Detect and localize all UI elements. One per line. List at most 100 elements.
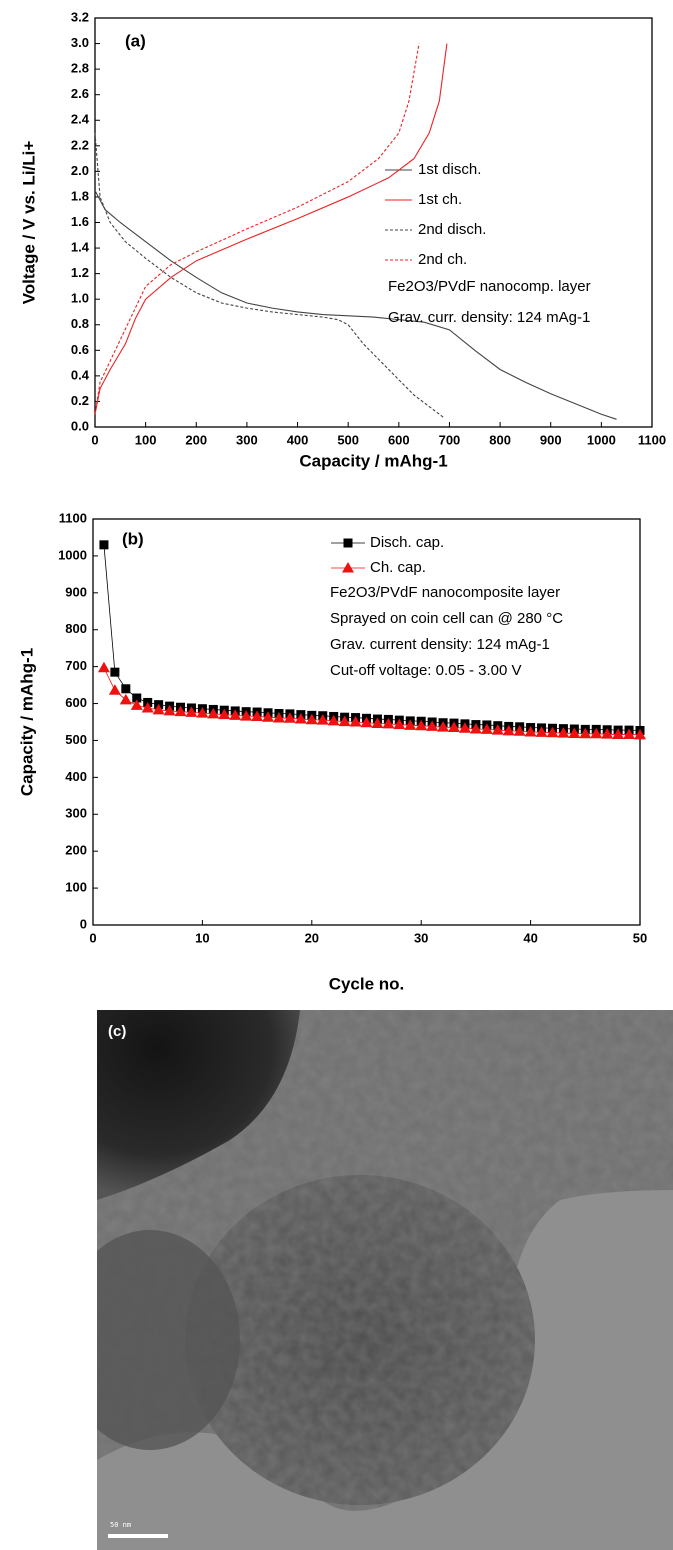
- point: [360, 716, 373, 728]
- x-tick-label: 10: [195, 930, 209, 945]
- point: [283, 712, 296, 723]
- point: [524, 725, 537, 737]
- point: [207, 707, 220, 719]
- y-tick-label: 300: [65, 806, 87, 821]
- point: [480, 723, 493, 734]
- x-tick-label: 1100: [638, 432, 666, 447]
- point: [437, 721, 450, 732]
- tem-image: [97, 1010, 673, 1550]
- point: [612, 728, 625, 740]
- y-axis-title: Voltage / V vs. Li/Li+: [19, 141, 38, 305]
- x-axis-title: Capacity / mAhg-1: [299, 451, 447, 470]
- point: [327, 714, 340, 726]
- point: [272, 711, 285, 723]
- legend-label: 1st disch.: [418, 161, 481, 178]
- legend-label: 2nd disch.: [418, 221, 486, 238]
- point: [294, 713, 307, 724]
- y-tick-label: 1.6: [71, 214, 89, 229]
- point: [393, 718, 406, 730]
- legend-label: 1st ch.: [418, 191, 462, 208]
- y-tick-label: 200: [65, 843, 87, 858]
- x-tick-label: 40: [523, 930, 537, 945]
- point: [108, 684, 121, 695]
- point: [229, 709, 242, 720]
- point: [469, 723, 482, 734]
- point: [634, 728, 646, 740]
- y-tick-label: 1.8: [71, 188, 89, 203]
- point: [305, 713, 318, 725]
- point: [513, 725, 526, 736]
- y-tick-label: 0: [80, 916, 87, 931]
- point: [491, 724, 504, 735]
- point: [448, 721, 461, 733]
- x-tick-label: 20: [305, 930, 319, 945]
- y-tick-label: 400: [65, 769, 87, 784]
- x-tick-label: 30: [414, 930, 428, 945]
- plot-frame: [94, 17, 653, 428]
- point: [338, 715, 351, 727]
- point: [185, 706, 198, 717]
- y-tick-label: 1.2: [71, 265, 89, 280]
- point: [579, 727, 592, 739]
- y-tick-label: 2.4: [71, 112, 90, 127]
- point: [601, 728, 614, 739]
- point: [426, 720, 439, 731]
- point: [262, 711, 275, 722]
- point: [119, 693, 132, 705]
- point: [163, 704, 176, 716]
- curve: [94, 190, 617, 420]
- point: [382, 717, 395, 729]
- x-tick-label: 50: [633, 930, 647, 945]
- y-axis-title: Capacity / mAhg-1: [17, 648, 36, 796]
- point: [568, 727, 581, 738]
- point: [458, 722, 471, 733]
- y-tick-label: 2.6: [71, 86, 89, 101]
- point: [240, 710, 253, 721]
- curve: [94, 43, 420, 415]
- x-tick-label: 0: [91, 432, 98, 447]
- x-tick-label: 300: [236, 432, 258, 447]
- point: [97, 661, 110, 673]
- x-axis-title: Cycle no.: [329, 974, 405, 993]
- y-tick-label: 0.6: [71, 342, 89, 357]
- plot-frame: [92, 518, 641, 926]
- annotation: Grav. current density: 124 mAg-1: [330, 636, 550, 653]
- y-tick-label: 1.4: [71, 240, 90, 255]
- y-tick-label: 100: [65, 880, 87, 895]
- x-tick-label: 100: [135, 432, 157, 447]
- y-tick-label: 1100: [59, 510, 87, 525]
- annotation: Fe2O3/PVdF nanocomposite layer: [330, 584, 560, 601]
- legend-marker: [343, 538, 353, 548]
- curve: [94, 132, 445, 419]
- x-tick-label: 700: [439, 432, 461, 447]
- y-tick-label: 2.2: [71, 137, 89, 152]
- point: [371, 717, 384, 728]
- curve: [94, 43, 448, 415]
- x-tick-label: 500: [337, 432, 359, 447]
- point: [316, 714, 329, 725]
- scale-bar: [108, 1534, 168, 1538]
- panel-label: (b): [122, 529, 144, 548]
- point: [415, 719, 428, 731]
- point: [623, 728, 636, 740]
- legend-marker: [342, 562, 354, 573]
- legend-label: 2nd ch.: [418, 251, 467, 268]
- annotation: Sprayed on coin cell can @ 280 °C: [330, 610, 563, 627]
- point: [502, 724, 515, 736]
- point: [141, 701, 154, 713]
- image-label: (c): [108, 1023, 126, 1040]
- x-tick-label: 0: [89, 930, 96, 945]
- point: [174, 705, 187, 717]
- x-tick-label: 900: [540, 432, 562, 447]
- point: [152, 703, 165, 715]
- y-tick-label: 3.0: [71, 35, 89, 50]
- panel-label: (a): [125, 31, 146, 50]
- legend-label: Ch. cap.: [370, 559, 426, 576]
- scale-bar-label: 50 nm: [110, 1521, 131, 1529]
- y-tick-label: 1.0: [71, 291, 89, 306]
- point: [557, 727, 570, 738]
- y-tick-label: 3.2: [71, 9, 89, 24]
- annotation: Cut-off voltage: 0.05 - 3.00 V: [330, 662, 522, 679]
- x-tick-label: 800: [489, 432, 511, 447]
- x-tick-label: 600: [388, 432, 410, 447]
